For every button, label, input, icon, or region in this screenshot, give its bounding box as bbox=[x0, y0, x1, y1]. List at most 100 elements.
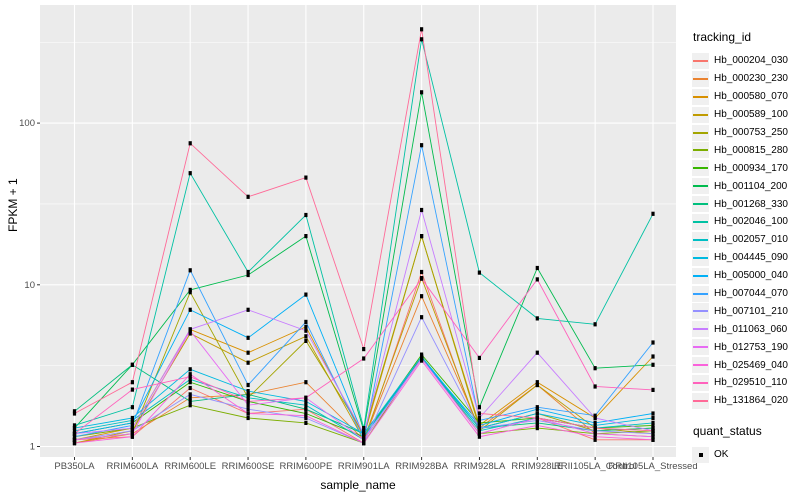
legend-item-Hb_000589_100: Hb_000589_100 bbox=[692, 106, 798, 124]
data-point bbox=[72, 441, 77, 446]
data-point bbox=[420, 207, 424, 213]
legend-item-label: Hb_007044_070 bbox=[714, 288, 788, 300]
series-color-line-icon bbox=[693, 364, 708, 367]
series-color-line-icon bbox=[693, 185, 708, 188]
data-point bbox=[593, 415, 597, 421]
legend-item-Hb_000753_250: Hb_000753_250 bbox=[692, 124, 798, 142]
data-point bbox=[535, 405, 539, 410]
data-point bbox=[304, 399, 308, 404]
y-tick-label: 100 bbox=[19, 118, 35, 129]
legend-item-Hb_005000_040: Hb_005000_040 bbox=[692, 267, 798, 285]
legend-item-label: Hb_012753_190 bbox=[714, 341, 788, 353]
series-color-line-icon bbox=[693, 77, 708, 80]
legend-item-Hb_029510_110: Hb_029510_110 bbox=[692, 374, 798, 392]
legend-key-swatch bbox=[692, 88, 709, 105]
x-tick-label: RRIM600LE bbox=[164, 461, 217, 472]
data-point bbox=[130, 405, 134, 410]
data-point bbox=[130, 420, 134, 425]
data-point bbox=[420, 27, 424, 32]
data-point bbox=[130, 426, 134, 431]
series-color-line-icon bbox=[693, 310, 708, 313]
data-point bbox=[477, 411, 481, 416]
series-color-line-icon bbox=[693, 167, 708, 170]
data-point bbox=[188, 395, 192, 400]
legend-item-Hb_000204_030: Hb_000204_030 bbox=[692, 52, 798, 70]
legend-key-swatch bbox=[692, 357, 709, 374]
data-point bbox=[535, 265, 539, 271]
data-point bbox=[246, 269, 250, 275]
series-color-line-icon bbox=[693, 292, 708, 295]
data-point bbox=[304, 212, 308, 218]
data-point bbox=[130, 415, 134, 421]
data-point bbox=[246, 389, 250, 394]
legend-key-swatch bbox=[692, 339, 709, 356]
legend-item-Hb_002046_100: Hb_002046_100 bbox=[692, 213, 798, 231]
legend-item-Hb_011063_060: Hb_011063_060 bbox=[692, 320, 798, 338]
legend-item-Hb_001268_330: Hb_001268_330 bbox=[692, 195, 798, 213]
legend-item-label: Hb_011063_060 bbox=[714, 323, 788, 335]
legend-item-Hb_000580_070: Hb_000580_070 bbox=[692, 88, 798, 106]
data-point bbox=[362, 347, 366, 352]
data-point bbox=[651, 362, 655, 367]
data-point bbox=[420, 294, 424, 299]
data-point bbox=[651, 437, 655, 442]
data-point bbox=[535, 380, 539, 385]
data-point bbox=[593, 322, 597, 327]
data-point bbox=[304, 292, 308, 297]
data-point bbox=[188, 377, 192, 382]
series-color-line-icon bbox=[693, 399, 708, 402]
data-point bbox=[188, 328, 192, 333]
data-point bbox=[188, 372, 192, 377]
legend-key-swatch bbox=[692, 160, 709, 177]
data-point bbox=[72, 428, 77, 433]
legend-item-label: Hb_002046_100 bbox=[714, 216, 788, 228]
legend-key-swatch bbox=[692, 178, 709, 195]
data-point bbox=[72, 411, 77, 416]
series-color-line-icon bbox=[693, 220, 708, 223]
data-point bbox=[188, 385, 192, 391]
data-point bbox=[72, 423, 77, 428]
data-point bbox=[651, 411, 655, 416]
data-point bbox=[130, 423, 134, 428]
series-color-line-icon bbox=[693, 274, 708, 277]
data-point bbox=[362, 426, 366, 431]
data-point bbox=[188, 392, 192, 397]
data-point bbox=[130, 362, 134, 367]
legend-item-Hb_000230_230: Hb_000230_230 bbox=[692, 70, 798, 88]
data-point bbox=[188, 374, 192, 379]
data-point bbox=[246, 350, 250, 355]
legend-key-swatch bbox=[692, 249, 709, 266]
data-point bbox=[593, 434, 597, 439]
data-point bbox=[535, 420, 539, 425]
data-point bbox=[362, 356, 366, 361]
legend-item-label: Hb_007101_210 bbox=[714, 305, 788, 317]
data-point bbox=[651, 428, 655, 433]
data-point bbox=[304, 334, 308, 339]
data-point bbox=[477, 434, 481, 439]
data-point bbox=[420, 234, 424, 239]
data-point bbox=[188, 331, 192, 336]
series-color-line-icon bbox=[693, 95, 708, 98]
panel-background bbox=[40, 5, 676, 457]
data-point bbox=[188, 403, 192, 408]
data-point bbox=[477, 426, 481, 431]
legend-key-swatch bbox=[692, 196, 709, 213]
legend-item-label: Hb_002057_010 bbox=[714, 234, 788, 246]
data-point bbox=[535, 350, 539, 355]
y-tick-label: 1 bbox=[30, 442, 35, 453]
data-point bbox=[651, 340, 655, 345]
data-point bbox=[651, 415, 655, 421]
series-color-line-icon bbox=[693, 131, 708, 134]
data-point bbox=[593, 426, 597, 431]
data-point bbox=[304, 234, 308, 239]
data-point bbox=[477, 405, 481, 410]
legend-key-swatch bbox=[692, 52, 709, 69]
legend-item-label: Hb_005000_040 bbox=[714, 270, 788, 282]
data-point bbox=[304, 395, 308, 400]
data-point bbox=[477, 418, 481, 423]
data-point bbox=[304, 319, 308, 324]
x-tick-label: RRIM600LA bbox=[106, 461, 159, 472]
data-point bbox=[188, 380, 192, 385]
x-tick-label: RRIM600SE bbox=[221, 461, 275, 472]
